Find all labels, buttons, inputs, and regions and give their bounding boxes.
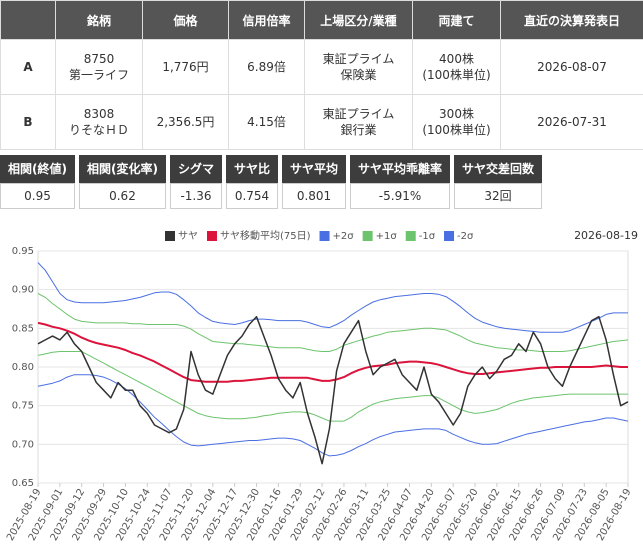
legend-label: +1σ [376, 231, 398, 242]
legend-label: サヤ移動平均(75日) [220, 229, 311, 242]
stat-value: 0.62 [78, 183, 166, 209]
stats-table: 相関(終値) 0.95 相関(変化率) 0.62 シグマ -1.36 サヤ比 0.754 サヤ平… [0, 155, 543, 209]
stat-column: シグマ -1.36 [169, 155, 222, 209]
stat-header: 相関(終値) [0, 155, 75, 183]
stat-column: 相関(終値) 0.95 [0, 155, 75, 209]
legend-label: -1σ [419, 231, 436, 242]
table-cell: 2,356.5円 [142, 94, 229, 150]
table-cell: 300株 (100株単位) [412, 94, 501, 150]
summary-table: 銘柄 価格 信用倍率 上場区分/業種 両建て 直近の決算発表日 A 8750 第一ライフ 1,… [0, 0, 643, 150]
stat-column: サヤ平均 0.801 [282, 155, 347, 209]
chart-date: 2026-08-19 [574, 229, 638, 242]
stat-value: -1.36 [169, 183, 222, 209]
stat-column: 相関(変化率) 0.62 [78, 155, 166, 209]
stat-column: サヤ平均乖離率 -5.91% [350, 155, 451, 209]
stat-column: サヤ交差回数 32回 [454, 155, 543, 209]
stat-value: 32回 [454, 183, 543, 209]
stat-header: サヤ交差回数 [454, 155, 543, 183]
series-line [37, 351, 628, 422]
y-tick-label: 0.85 [12, 323, 34, 334]
table-cell: 2026-07-31 [500, 94, 643, 150]
y-tick-label: 0.80 [12, 362, 34, 373]
y-tick-label: 0.95 [12, 246, 34, 257]
table-row: B 8308 りそなＨＤ 2,356.5円 4.15倍 東証プライム 銀行業 300株 (… [0, 94, 643, 150]
stat-header: サヤ比 [225, 155, 278, 183]
table-cell: 400株 (100株単位) [412, 39, 501, 95]
series-line [37, 262, 628, 333]
corner-cell [0, 0, 56, 40]
legend-label: +2σ [333, 231, 355, 242]
stat-header: シグマ [169, 155, 222, 183]
stat-value: 0.95 [0, 183, 75, 209]
row-label: B [0, 94, 56, 150]
y-tick-label: 0.65 [12, 478, 34, 489]
stat-header: サヤ平均乖離率 [350, 155, 451, 183]
header-row: 銘柄 価格 信用倍率 上場区分/業種 両建て 直近の決算発表日 [0, 0, 643, 40]
legend-label: -2σ [457, 231, 474, 242]
legend-swatch [362, 231, 373, 241]
row-label: A [0, 39, 56, 95]
table-cell: 4.15倍 [228, 94, 305, 150]
table-cell: 8308 りそなＨＤ [55, 94, 143, 150]
stat-header: サヤ平均 [282, 155, 347, 183]
stat-value: 0.754 [225, 183, 278, 209]
series-line [37, 321, 628, 383]
table-cell: 東証プライム 銀行業 [304, 94, 413, 150]
y-tick-label: 0.90 [12, 285, 34, 296]
column-header: 価格 [142, 0, 229, 40]
series-line [37, 374, 629, 457]
stat-column: サヤ比 0.754 [225, 155, 278, 209]
table-cell: 2026-08-07 [500, 39, 643, 95]
table-cell: 8750 第一ライフ [55, 39, 143, 95]
stat-value: -5.91% [350, 183, 451, 209]
series-line [37, 315, 629, 465]
legend-swatch [405, 231, 416, 241]
table-cell: 6.89倍 [228, 39, 305, 95]
stat-value: 0.801 [282, 183, 347, 209]
series-line [37, 293, 629, 352]
stat-header: 相関(変化率) [78, 155, 166, 183]
y-tick-label: 0.70 [12, 439, 34, 450]
y-tick-label: 0.75 [12, 401, 34, 412]
legend-swatch [165, 231, 175, 241]
legend-label: サヤ [178, 230, 198, 242]
column-header: 直近の決算発表日 [500, 0, 643, 40]
legend-swatch [207, 231, 217, 241]
legend-swatch [444, 231, 455, 241]
legend-swatch [319, 231, 330, 241]
table-cell: 東証プライム 保険業 [304, 39, 413, 95]
